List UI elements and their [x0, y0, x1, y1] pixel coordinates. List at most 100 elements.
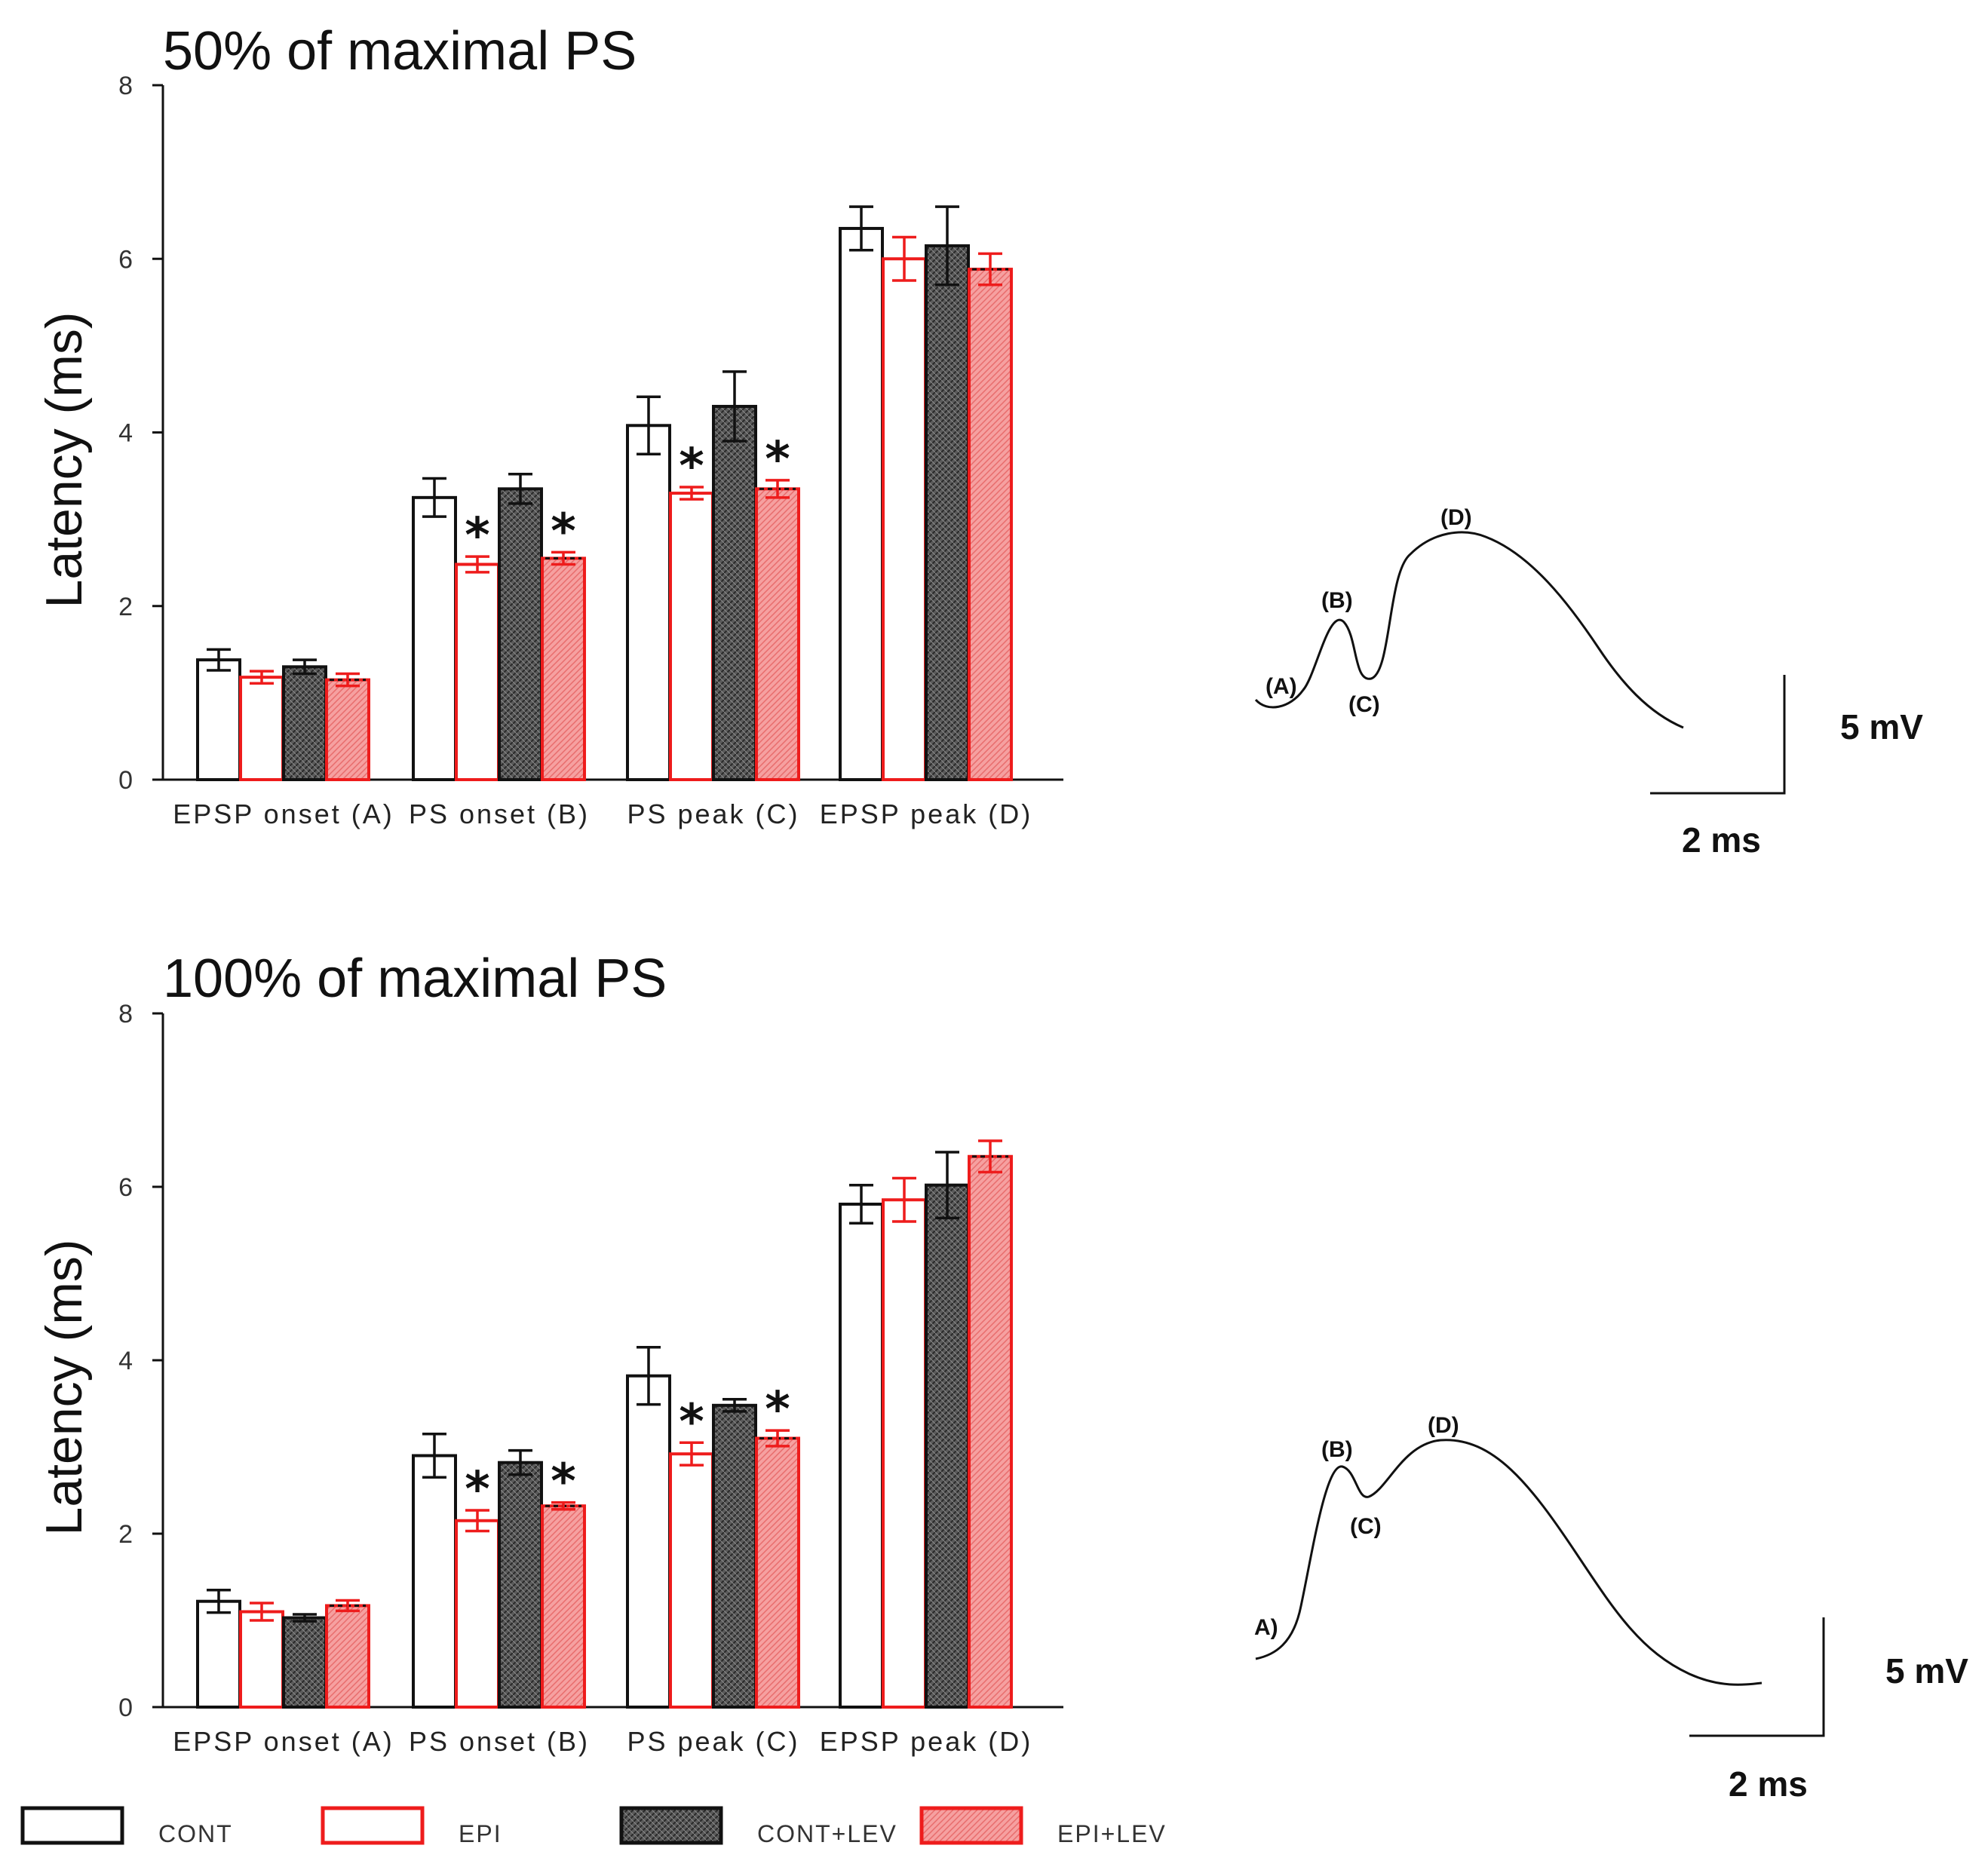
- legend-label-cont-lev: CONT+LEV: [757, 1820, 897, 1847]
- error-bar-epi: [680, 1441, 704, 1467]
- error-bar-epi-lev: [336, 672, 360, 688]
- error-bar-cont-lev: [293, 658, 317, 676]
- error-bar-epi-lev: [336, 1599, 360, 1613]
- bar-epi: [239, 1610, 284, 1709]
- x-category-label: EPSP peak (D): [820, 1726, 1032, 1757]
- y-tick-label: 4: [118, 1347, 133, 1375]
- error-bar-epi-lev: [551, 550, 575, 566]
- scale-bar: [1689, 1617, 1825, 1737]
- scale-bar: [1650, 675, 1786, 795]
- error-bar-epi: [892, 1176, 916, 1223]
- error-bar-cont: [849, 205, 873, 252]
- error-bar-epi: [465, 1509, 489, 1533]
- significance-star: *: [551, 1455, 575, 1510]
- error-bar-epi-lev: [978, 252, 1002, 287]
- significance-star: *: [465, 508, 489, 564]
- error-bar-cont: [637, 1346, 661, 1406]
- y-tick-label: 6: [118, 1173, 133, 1202]
- bar-epi-lev: [325, 1604, 370, 1709]
- y-axis-label: Latency (ms): [35, 1240, 93, 1536]
- plot-area: 0 2 4 6 8 * * * * EPSP onset (A) PS onset (B) PS pe…: [118, 1000, 1063, 1757]
- error-bar-cont-lev: [935, 1151, 959, 1220]
- y-tick-label: 0: [118, 766, 133, 795]
- waveform-label-b: (B): [1321, 588, 1353, 613]
- plot-area: 0 2 4 6 8 * * * * EPSP onset (A) PS onset (B) PS pe…: [118, 72, 1063, 829]
- significance-star: *: [551, 504, 575, 559]
- bar-epi-lev: [541, 1504, 586, 1709]
- significance-star: *: [465, 1462, 489, 1518]
- significance-star: *: [765, 432, 790, 488]
- y-tick-label: 8: [118, 1000, 133, 1028]
- error-bar-epi-lev: [978, 1139, 1002, 1174]
- error-bar-cont: [207, 1589, 231, 1614]
- scale-time-label: 2 ms: [1729, 1764, 1808, 1804]
- waveform-curve: [1254, 531, 1684, 729]
- bar-epi-lev: [325, 678, 370, 782]
- error-bar-epi: [250, 670, 274, 685]
- bar-epi-lev: [541, 556, 586, 782]
- error-bar-epi-lev: [551, 1500, 575, 1511]
- bar-cont: [196, 1599, 241, 1709]
- bar-epi: [882, 257, 927, 781]
- significance-star: *: [679, 439, 704, 495]
- waveform-label-a: (A): [1266, 674, 1297, 699]
- legend-label-cont: CONT: [158, 1820, 233, 1847]
- scale-time-label: 2 ms: [1682, 820, 1761, 860]
- waveform-label-c: (C): [1348, 692, 1380, 717]
- x-category-label: EPSP onset (A): [173, 799, 394, 829]
- y-tick-label: 8: [118, 72, 133, 100]
- error-bar-epi: [680, 486, 704, 501]
- waveform-label-b: (B): [1321, 1437, 1353, 1462]
- error-bar-cont: [637, 395, 661, 456]
- error-bar-cont: [849, 1183, 873, 1225]
- error-bar-cont-lev: [722, 370, 747, 443]
- x-category-label: PS onset (B): [409, 799, 590, 829]
- bar-cont-lev: [282, 1616, 327, 1709]
- y-tick-label: 2: [118, 1520, 133, 1549]
- legend-swatch-cont-lev: [619, 1806, 723, 1845]
- y-tick-label: 6: [118, 245, 133, 274]
- legend-swatch-epi: [321, 1806, 425, 1845]
- error-bar-cont-lev: [508, 1448, 532, 1476]
- legend-label-epi-lev: EPI+LEV: [1057, 1820, 1167, 1847]
- waveform-label-c: (C): [1350, 1514, 1382, 1539]
- bar-cont-lev: [712, 404, 757, 782]
- error-bar-epi-lev: [765, 479, 790, 499]
- legend: CONT EPI CONT+LEV EPI+LEV: [20, 1806, 1167, 1847]
- x-category-label: PS peak (C): [627, 1726, 799, 1757]
- waveform-curve: [1255, 1439, 1763, 1686]
- bar-cont: [626, 1374, 671, 1709]
- error-bar-cont-lev: [508, 473, 532, 505]
- significance-star: *: [765, 1382, 790, 1438]
- x-category-label: PS onset (B): [409, 1726, 590, 1757]
- bar-cont: [839, 226, 884, 781]
- error-bar-cont-lev: [935, 205, 959, 287]
- y-tick-label: 0: [118, 1694, 133, 1722]
- y-axis-label: Latency (ms): [35, 312, 93, 608]
- bar-epi-lev: [755, 487, 800, 781]
- error-bar-cont-lev: [293, 1613, 317, 1623]
- waveform-label-d: (D): [1440, 505, 1472, 530]
- legend-label-epi: EPI: [459, 1820, 502, 1847]
- scale-voltage-label: 5 mV: [1885, 1651, 1968, 1691]
- legend-swatch-cont: [20, 1806, 124, 1845]
- chart-title: 50% of maximal PS: [163, 21, 637, 81]
- bar-epi: [882, 1198, 927, 1709]
- bar-epi-lev: [968, 268, 1013, 781]
- error-bar-epi: [465, 555, 489, 574]
- waveform-label-a: A): [1254, 1615, 1278, 1640]
- x-category-label: PS peak (C): [627, 799, 799, 829]
- bar-cont-lev: [498, 487, 543, 781]
- x-category-label: EPSP onset (A): [173, 1726, 394, 1757]
- bar-cont-lev: [282, 665, 327, 782]
- bar-cont: [412, 1454, 457, 1709]
- error-bar-cont: [207, 648, 231, 672]
- bar-epi: [669, 492, 714, 782]
- scale-voltage-label: 5 mV: [1840, 707, 1923, 746]
- waveform-trace-100: A) (B) (C) (D) 5 mV 2 ms: [1254, 1413, 1968, 1804]
- y-tick-label: 4: [118, 419, 133, 448]
- error-bar-epi: [892, 235, 916, 282]
- bar-cont: [412, 495, 457, 781]
- panel-50-percent: 50% of maximal PS Latency (ms) 0 2 4 6 8 * * * *…: [35, 21, 1063, 829]
